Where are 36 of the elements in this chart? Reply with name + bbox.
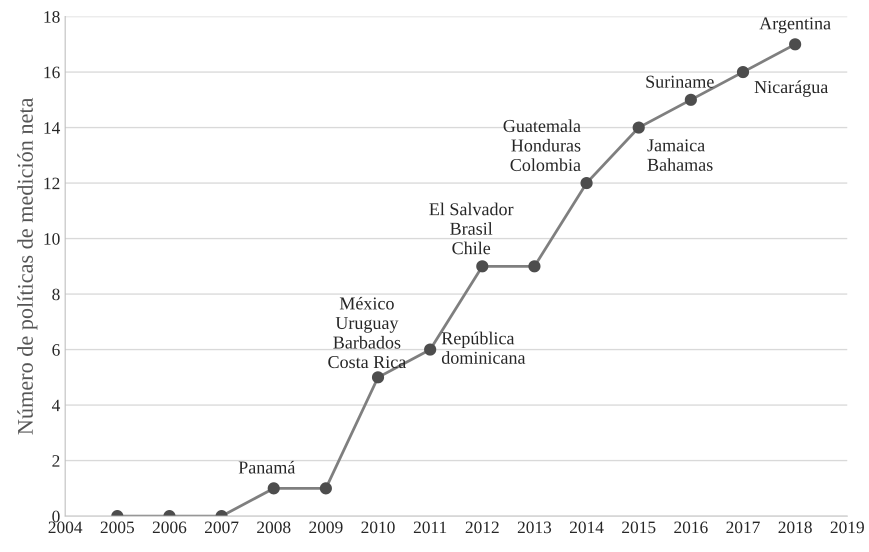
x-tick-label: 2017 <box>726 521 760 534</box>
annotation: Suriname <box>646 76 714 88</box>
x-tick-label: 2008 <box>257 521 290 534</box>
x-tick-label: 2007 <box>204 521 238 534</box>
annotation: Guatemala Honduras Colombia <box>504 119 581 172</box>
y-tick-label: 18 <box>44 11 60 23</box>
x-tick-label: 2014 <box>570 521 604 534</box>
y-tick-label: 12 <box>44 178 60 190</box>
x-tick-label: 2009 <box>309 521 343 534</box>
x-tick-label: 2019 <box>830 521 864 534</box>
x-tick-label: 2012 <box>466 521 499 534</box>
annotation: Panamá <box>238 460 296 474</box>
annotation: Jamaica Bahamas <box>647 139 713 171</box>
y-tick-label: 8 <box>52 288 60 300</box>
annotation: Argentina <box>759 17 831 34</box>
annotation: República dominicana <box>442 332 526 364</box>
annotation: Nicarágua <box>754 80 828 97</box>
y-tick-label: 0 <box>52 510 60 522</box>
x-tick-label: 2013 <box>518 521 552 534</box>
y-tick-label: 2 <box>52 455 60 467</box>
x-tick-label: 2010 <box>361 521 395 534</box>
y-tick-label: 16 <box>44 66 60 78</box>
x-tick-label: 2011 <box>414 521 446 534</box>
annotation: El Salvador Brasil Chile <box>429 202 514 254</box>
x-tick-label: 2018 <box>778 521 812 534</box>
y-tick-label: 4 <box>52 400 60 412</box>
x-tick-label: 2006 <box>152 521 186 534</box>
x-tick-label: 2016 <box>674 521 708 534</box>
y-tick-label: 6 <box>52 344 60 356</box>
y-tick-label: 14 <box>44 122 60 134</box>
y-tick-label: 10 <box>44 233 60 245</box>
annotation: México Uruguay Barbados Costa Rica <box>328 296 406 368</box>
x-tick-label: 2004 <box>48 521 82 534</box>
x-tick-label: 2015 <box>622 521 656 534</box>
y-axis-title: Número de políticas de medición neta <box>17 98 38 434</box>
x-tick-label: 2005 <box>100 521 134 534</box>
